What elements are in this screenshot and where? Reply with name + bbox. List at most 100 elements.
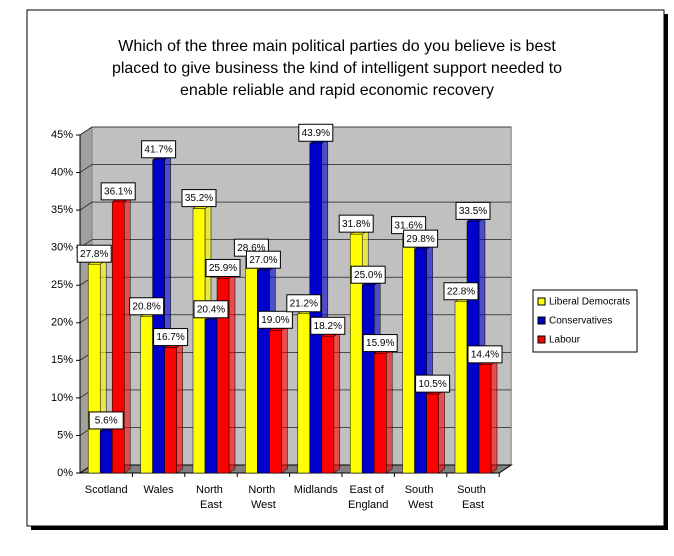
y-tick-label: 10% xyxy=(51,392,73,404)
value-label-text: 41.7% xyxy=(144,144,172,155)
value-label-text: 33.5% xyxy=(459,206,487,217)
value-label-text: 16.7% xyxy=(156,332,184,343)
bar-front xyxy=(269,330,282,474)
value-label-box xyxy=(286,294,322,313)
bar xyxy=(163,343,184,474)
value-label: 25.9% xyxy=(205,258,241,277)
y-tick-label: 35% xyxy=(51,204,73,216)
value-label: 16.7% xyxy=(153,328,189,347)
value-label-text: 14.4% xyxy=(471,349,499,360)
bar-front xyxy=(478,364,492,474)
value-label-box xyxy=(100,182,136,201)
value-label-box xyxy=(193,300,229,319)
y-tick-label: 0% xyxy=(57,467,73,479)
bar-front xyxy=(402,235,415,474)
bar-side xyxy=(176,343,183,474)
x-tick-label: Scotland xyxy=(85,484,128,496)
value-label-box xyxy=(443,282,479,301)
value-label-text: 43.9% xyxy=(302,128,330,139)
x-tick-label: North East xyxy=(196,484,226,511)
value-label-text: 22.8% xyxy=(447,286,475,297)
value-label-text: 28.6% xyxy=(237,243,265,254)
value-label-text: 5.6% xyxy=(95,416,118,427)
value-label: 10.5% xyxy=(415,374,451,393)
x-tick-label: South West xyxy=(405,484,437,511)
bar-front xyxy=(454,301,468,474)
grid-line xyxy=(79,126,512,136)
value-label-box xyxy=(467,345,503,364)
value-label-box xyxy=(298,123,334,142)
bar-front xyxy=(164,347,177,474)
x-tick-label: South East xyxy=(457,484,489,511)
bar-front xyxy=(426,393,439,474)
value-label: 33.5% xyxy=(455,201,491,220)
bar xyxy=(111,197,132,474)
value-label-box xyxy=(403,229,439,248)
value-label-text: 27.8% xyxy=(80,249,108,260)
bar xyxy=(268,325,289,474)
bar-front xyxy=(297,313,311,474)
legend-swatch xyxy=(537,316,546,325)
value-label-box xyxy=(205,258,241,277)
y-tick-label: 20% xyxy=(51,317,73,329)
value-label-box xyxy=(88,411,124,430)
bar xyxy=(216,273,236,474)
value-label: 14.4% xyxy=(467,345,503,364)
bar-front xyxy=(87,263,101,474)
y-tick-label: 25% xyxy=(51,279,73,291)
value-label: 18.2% xyxy=(310,316,346,335)
bar-side xyxy=(333,331,341,474)
chart-title: Which of the three main political partie… xyxy=(118,38,556,55)
value-label: 27.8% xyxy=(76,244,112,263)
legend: Liberal Democrats Conservatives Labour xyxy=(532,289,638,353)
value-label: 19.0% xyxy=(257,310,293,329)
bar-front xyxy=(152,159,165,474)
bar xyxy=(320,331,341,474)
bar-front xyxy=(192,208,206,474)
value-label: 27.0% xyxy=(245,250,281,269)
value-label: 22.8% xyxy=(443,282,479,301)
bar-front xyxy=(361,284,375,474)
bar-front xyxy=(245,257,258,474)
bar-front xyxy=(321,336,335,474)
bar-side xyxy=(123,197,131,474)
grid-line xyxy=(79,201,512,211)
y-tick-label: 30% xyxy=(51,242,73,254)
value-label-box xyxy=(245,250,281,269)
value-label-box xyxy=(338,214,374,233)
value-label-text: 19.0% xyxy=(261,315,289,326)
value-label-box xyxy=(153,328,189,347)
value-label-text: 35.2% xyxy=(185,193,213,204)
bar-side xyxy=(385,349,393,474)
bar xyxy=(478,360,498,474)
value-label: 41.7% xyxy=(141,140,177,159)
value-label-text: 18.2% xyxy=(314,321,342,332)
value-label-box xyxy=(76,244,112,263)
value-label-box xyxy=(141,140,177,159)
legend-swatch xyxy=(537,335,546,344)
value-label-box xyxy=(257,310,293,329)
bar-front xyxy=(204,319,218,474)
value-label: 35.2% xyxy=(181,189,217,208)
y-tick-label: 15% xyxy=(51,354,73,366)
y-tick-label: 40% xyxy=(51,166,73,178)
legend-box xyxy=(532,289,638,353)
value-label-text: 25.0% xyxy=(354,270,382,281)
value-label-box xyxy=(310,316,346,335)
value-label-text: 31.6% xyxy=(394,220,422,231)
bar-front xyxy=(111,201,125,474)
chart-title: enable reliable and rapid economic recov… xyxy=(180,82,494,99)
bar-front xyxy=(140,316,153,474)
value-label-box xyxy=(181,189,217,208)
value-label: 20.8% xyxy=(129,297,165,316)
bar-side xyxy=(281,325,288,474)
value-label-text: 10.5% xyxy=(418,379,446,390)
value-label-text: 20.8% xyxy=(132,301,160,312)
value-label: 31.8% xyxy=(338,214,374,233)
chart-title: placed to give business the kind of inte… xyxy=(112,60,562,77)
value-label: 25.0% xyxy=(350,265,386,284)
value-label-text: 31.8% xyxy=(342,219,370,230)
bar-front xyxy=(373,353,387,474)
